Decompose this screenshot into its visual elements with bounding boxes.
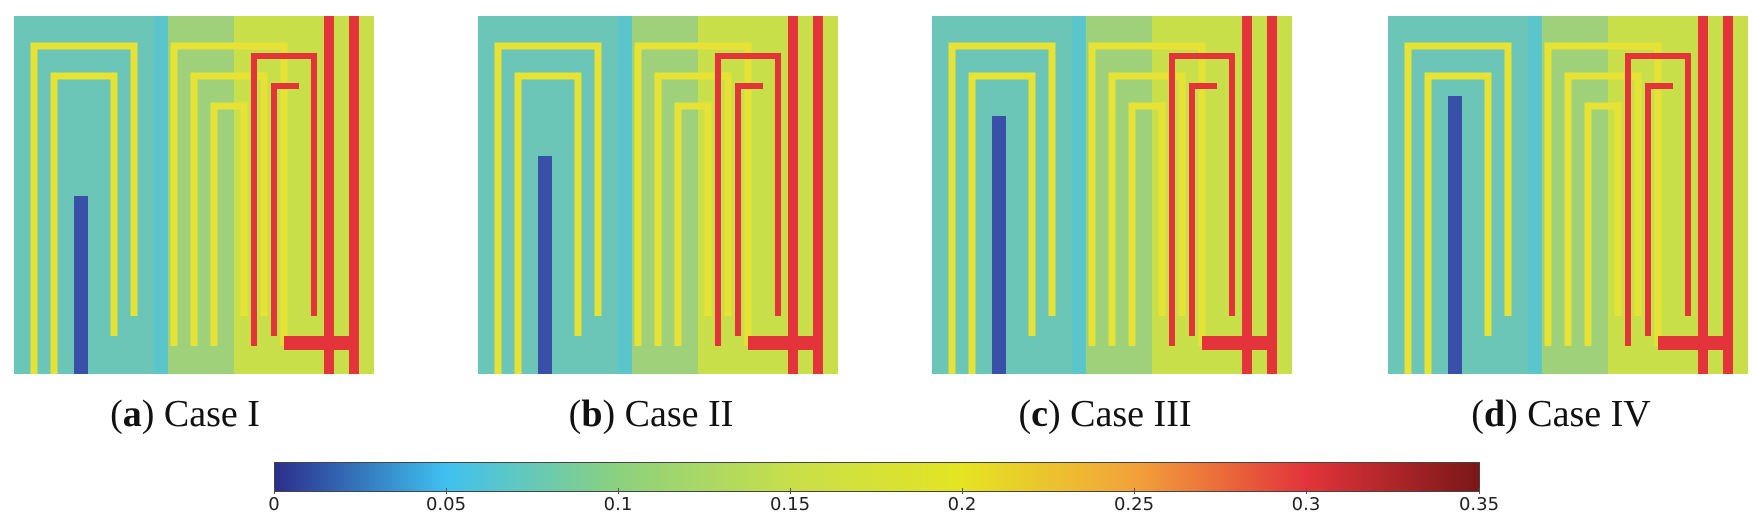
caption-case-1: (a) Case I [110, 393, 260, 435]
tick-5 [1134, 488, 1135, 494]
caption-label-a: a [122, 393, 142, 435]
caption-label-b: b [581, 393, 603, 435]
heatmap-case-4 [1388, 16, 1748, 374]
tick-label-5: 0.25 [1113, 494, 1155, 515]
colorbar [274, 462, 1480, 492]
tick-0 [274, 488, 275, 494]
tick-label-2: 0.1 [603, 494, 633, 515]
caption-text-d: Case IV [1517, 393, 1651, 435]
tick-label-0: 0 [268, 494, 280, 515]
tick-label-4: 0.2 [947, 494, 977, 515]
panel-case-2 [478, 16, 838, 374]
caption-case-4: (d) Case IV [1471, 393, 1651, 435]
heatmap-case-1 [14, 16, 374, 374]
caption-case-2: (b) Case II [568, 393, 734, 435]
caption-text-b: Case II [615, 393, 734, 435]
panel-case-4 [1388, 16, 1748, 374]
caption-text-c: Case III [1060, 393, 1192, 435]
tick-label-3: 0.15 [769, 494, 811, 515]
caption-label-d: d [1483, 393, 1506, 435]
tick-label-6: 0.3 [1291, 494, 1321, 515]
tick-3 [790, 488, 791, 494]
tick-4 [962, 488, 963, 494]
tick-1 [446, 488, 447, 494]
caption-text-a: Case I [154, 393, 260, 435]
tick-label-1: 0.05 [425, 494, 467, 515]
caption-label-c: c [1031, 393, 1049, 435]
tick-label-7: 0.35 [1458, 494, 1500, 515]
heatmap-case-3 [932, 16, 1292, 374]
tick-2 [618, 488, 619, 494]
caption-case-3: (c) Case III [1018, 393, 1192, 435]
panel-case-3 [932, 16, 1292, 374]
panel-case-1 [14, 16, 374, 374]
heatmap-case-2 [478, 16, 838, 374]
tick-7 [1479, 488, 1480, 494]
tick-6 [1306, 488, 1307, 494]
